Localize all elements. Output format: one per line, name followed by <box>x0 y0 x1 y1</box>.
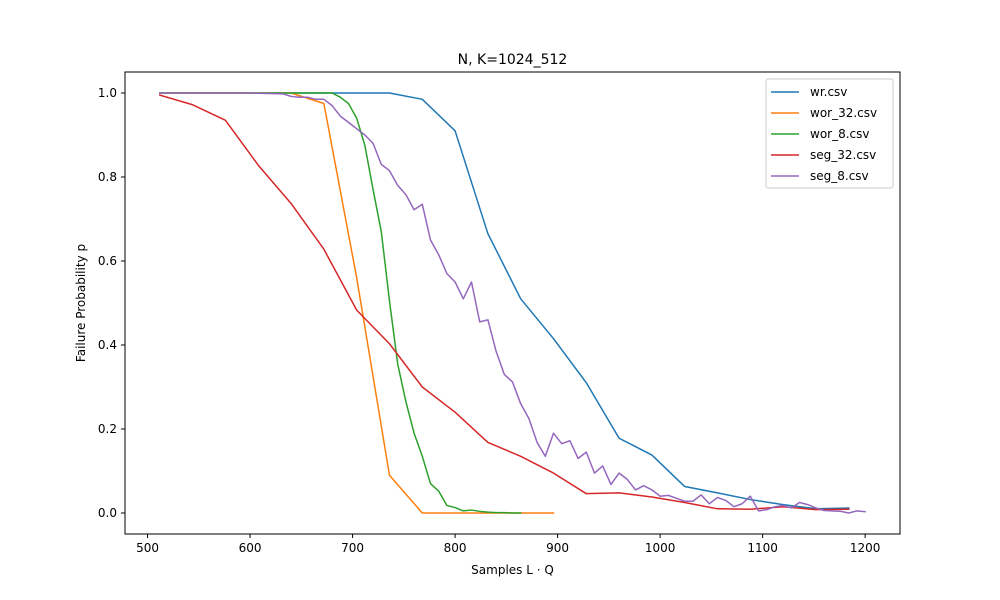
y-tick-label: 0.0 <box>98 506 117 520</box>
legend-box <box>765 78 894 189</box>
x-axis-ticks: 500 600 700 800 900 1000 1100 1200 <box>136 534 880 555</box>
legend-label-2: wor_8.csv <box>810 127 870 141</box>
x-tick-label: 800 <box>444 541 467 555</box>
x-tick-label: 600 <box>239 541 262 555</box>
y-tick-label: 0.6 <box>98 254 117 268</box>
y-tick-label: 0.8 <box>98 170 117 184</box>
y-tick-label: 0.4 <box>98 338 117 352</box>
legend: wr.csv wor_32.csv wor_8.csv seg_32.csv seg_8… <box>765 78 894 189</box>
legend-label-3: seg_32.csv <box>810 148 876 162</box>
y-tick-label: 1.0 <box>98 86 117 100</box>
x-axis-label: Samples L · Q <box>471 563 554 577</box>
legend-label-1: wor_32.csv <box>810 106 877 120</box>
x-tick-label: 1200 <box>850 541 881 555</box>
series-line-3 <box>158 94 850 511</box>
x-tick-label: 1000 <box>645 541 676 555</box>
legend-label-4: seg_8.csv <box>810 169 869 183</box>
legend-label-0: wr.csv <box>810 85 847 99</box>
x-tick-label: 700 <box>341 541 364 555</box>
y-tick-label: 0.2 <box>98 422 117 436</box>
chart-title: N, K=1024_512 <box>458 52 568 68</box>
x-tick-label: 500 <box>136 541 159 555</box>
series-line-2 <box>159 92 522 514</box>
x-tick-label: 900 <box>546 541 569 555</box>
x-tick-label: 1100 <box>747 541 778 555</box>
y-axis-label: Failure Probability p <box>74 244 88 362</box>
series-line-0 <box>159 92 850 510</box>
series-line-4 <box>159 92 866 514</box>
y-axis-ticks: 0.0 0.2 0.4 0.6 0.8 1.0 <box>98 86 125 520</box>
series-layer <box>158 92 866 514</box>
